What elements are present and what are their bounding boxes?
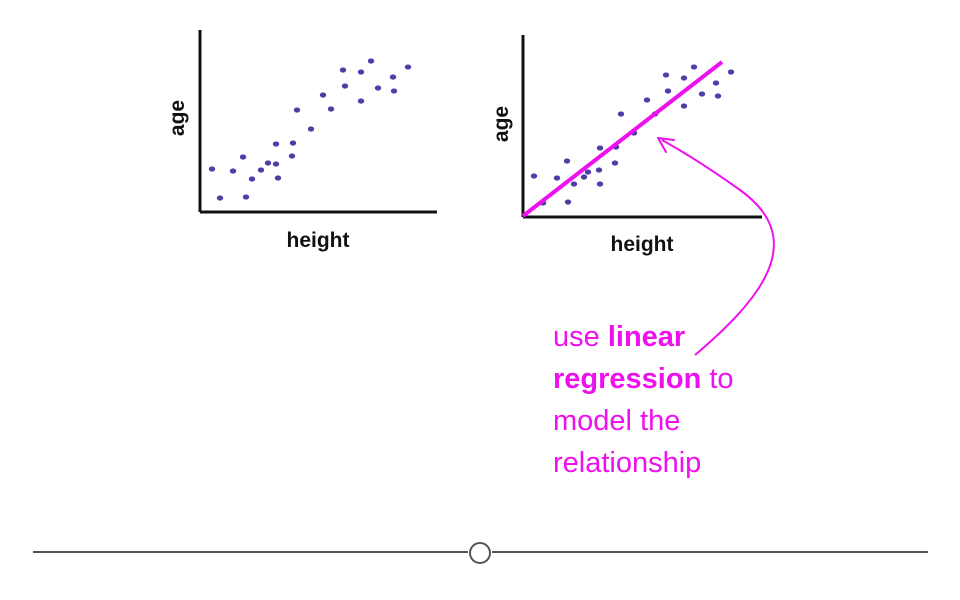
- right-point-17: [662, 72, 670, 78]
- right-point-6: [580, 174, 588, 180]
- right-point-20: [680, 103, 688, 109]
- scatter-chart-left: height age: [166, 30, 437, 252]
- left-point-15: [319, 92, 327, 98]
- left-point-4: [242, 194, 250, 200]
- regression-line: [521, 60, 724, 218]
- left-point-21: [367, 58, 375, 64]
- left-point-12: [289, 140, 297, 146]
- left-point-3: [239, 154, 247, 160]
- points-left: [208, 58, 412, 201]
- left-point-20: [357, 98, 365, 104]
- left-point-23: [389, 74, 397, 80]
- annotation-text: use linear regression to model the relat…: [553, 316, 813, 484]
- left-point-25: [404, 64, 412, 70]
- left-point-13: [293, 107, 301, 113]
- arrow-head-icon: [657, 137, 675, 153]
- right-point-11: [611, 160, 619, 166]
- right-point-23: [712, 80, 720, 86]
- circle-handle-icon[interactable]: [469, 542, 491, 564]
- y-axis-label-left: age: [166, 100, 189, 136]
- left-point-16: [327, 106, 335, 112]
- right-point-25: [727, 69, 735, 75]
- left-point-14: [307, 126, 315, 132]
- left-point-24: [390, 88, 398, 94]
- right-point-21: [690, 64, 698, 70]
- annotation-curve: [661, 139, 775, 356]
- y-axis-label-right: age: [490, 106, 513, 142]
- left-point-9: [272, 141, 280, 147]
- right-point-7: [584, 169, 592, 175]
- right-point-4: [564, 199, 572, 205]
- x-axis-label-left: height: [287, 229, 350, 252]
- left-point-5: [248, 176, 256, 182]
- left-point-1: [216, 195, 224, 201]
- scatter-chart-right: height age: [490, 35, 762, 256]
- right-point-8: [595, 167, 603, 173]
- left-point-22: [374, 85, 382, 91]
- left-point-2: [229, 168, 237, 174]
- right-point-22: [698, 91, 706, 97]
- left-point-18: [341, 83, 349, 89]
- right-point-10: [596, 145, 604, 151]
- left-point-11: [288, 153, 296, 159]
- right-point-13: [617, 111, 625, 117]
- left-point-8: [272, 161, 280, 167]
- right-point-24: [714, 93, 722, 99]
- left-point-17: [339, 67, 347, 73]
- right-point-5: [570, 181, 578, 187]
- annotation-text-part1: use: [553, 321, 608, 353]
- left-point-0: [208, 166, 216, 172]
- annotation-text-bold: linear regression: [553, 321, 702, 395]
- left-point-10: [274, 175, 282, 181]
- right-point-3: [563, 158, 571, 164]
- right-point-0: [530, 173, 538, 179]
- left-point-19: [357, 69, 365, 75]
- left-point-6: [257, 167, 265, 173]
- right-point-18: [664, 88, 672, 94]
- left-point-7: [264, 160, 272, 166]
- slider[interactable]: [33, 542, 928, 564]
- x-axis-label-right: height: [611, 233, 674, 256]
- right-point-19: [680, 75, 688, 81]
- right-point-9: [596, 181, 604, 187]
- annotation-text-part2: to model the relationship: [553, 363, 734, 479]
- right-point-2: [553, 175, 561, 181]
- annotation-arrow: [657, 137, 775, 356]
- right-point-15: [643, 97, 651, 103]
